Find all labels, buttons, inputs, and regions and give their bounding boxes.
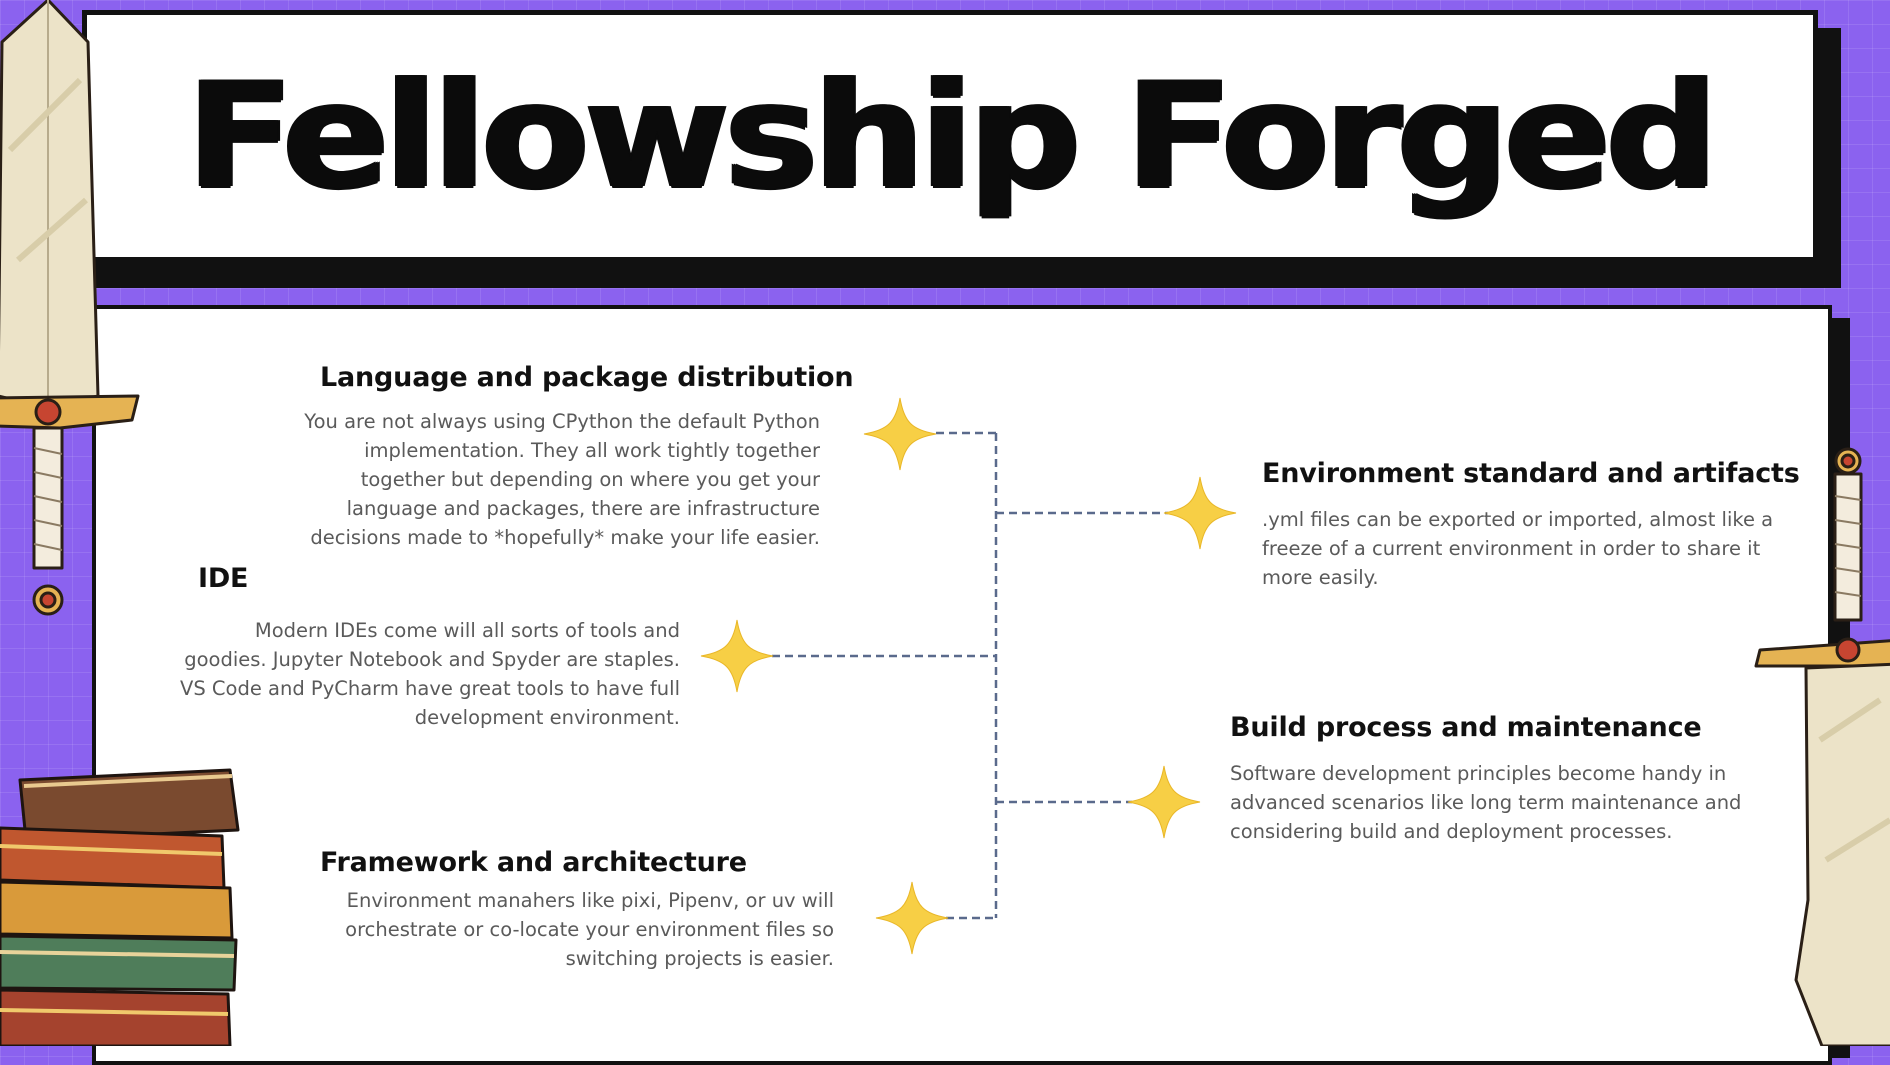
item-heading: IDE — [198, 563, 249, 594]
item-body: Environment manahers like pixi, Pipenv, … — [345, 889, 834, 970]
item-body: .yml files can be exported or imported, … — [1262, 508, 1774, 589]
content-panel — [92, 305, 1832, 1065]
star-icon — [1127, 765, 1201, 839]
star-icon — [700, 619, 774, 693]
item-environment-standard: Environment standard and artifacts .yml … — [1262, 458, 1800, 592]
item-heading: Framework and architecture — [320, 847, 747, 878]
item-heading: Language and package distribution — [320, 362, 854, 393]
item-body: You are not always using CPython the def… — [304, 410, 820, 549]
page-title: Fellowship Forged — [186, 51, 1719, 221]
book-stack-icon — [0, 768, 240, 1046]
connector-lines — [772, 431, 1168, 920]
title-banner: Fellowship Forged — [82, 10, 1818, 262]
star-icon — [863, 397, 937, 471]
item-ide: IDE Modern IDEs come will all sorts of t… — [170, 563, 680, 732]
item-language-distribution: Language and package distribution You ar… — [300, 362, 854, 552]
item-heading: Build process and maintenance — [1230, 712, 1702, 743]
sword-icon — [1754, 447, 1890, 1046]
item-framework-architecture: Framework and architecture Environment m… — [300, 847, 834, 973]
item-build-process: Build process and maintenance Software d… — [1230, 712, 1750, 846]
item-body: Software development principles become h… — [1230, 762, 1742, 843]
item-heading: Environment standard and artifacts — [1262, 458, 1800, 489]
item-body: Modern IDEs come will all sorts of tools… — [180, 619, 680, 729]
star-icon — [1163, 476, 1237, 550]
star-icon — [875, 881, 949, 955]
sword-icon — [0, 0, 140, 616]
